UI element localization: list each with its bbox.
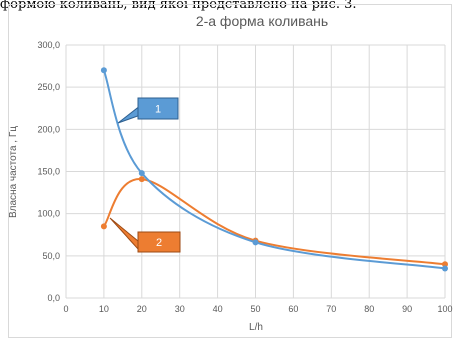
callout-pointer	[117, 106, 139, 124]
document-text-fragment: формою коливань, вид якої представлено н…	[0, 0, 357, 12]
x-tick-label: 80	[364, 304, 374, 314]
chart-title: 2-а форма коливань	[196, 13, 328, 29]
x-tick-label: 50	[250, 304, 260, 314]
y-tick-label: 150,0	[37, 167, 60, 177]
y-tick-label: 50,0	[42, 251, 60, 261]
x-tick-label: 30	[175, 304, 185, 314]
callout-box-series-1	[137, 97, 179, 120]
series-line-2	[103, 178, 446, 266]
series-callouts: 12	[109, 97, 181, 253]
series-lines	[100, 67, 448, 272]
data-point-series-2	[100, 223, 107, 230]
y-tick-labels: 0,0 50,0 100,0 150,0 200,0 250,0 300,0	[37, 40, 60, 303]
callout-box-series-2	[137, 231, 181, 253]
y-tick-label: 300,0	[37, 40, 60, 50]
x-tick-labels: 0 10 20 30 40 50 60 70 80 90 100	[63, 304, 452, 314]
data-point-series-1	[138, 170, 145, 177]
x-tick-label: 60	[288, 304, 298, 314]
x-tick-label: 40	[213, 304, 223, 314]
x-tick-label: 0	[63, 304, 68, 314]
y-tick-label: 250,0	[37, 82, 60, 92]
series-line-1	[102, 69, 446, 270]
y-axis-label: Власна частота , Гц	[8, 126, 19, 218]
data-point-series-1	[442, 265, 448, 272]
chart-area-border	[8, 4, 452, 338]
y-tick-label: 0,0	[47, 293, 60, 303]
x-tick-label: 70	[326, 304, 336, 314]
data-point-series-1	[252, 239, 259, 246]
callout-label: 1	[155, 104, 161, 116]
x-tick-label: 100	[437, 304, 452, 314]
y-tick-label: 200,0	[37, 124, 60, 134]
y-tick-label: 100,0	[37, 209, 60, 219]
x-tick-label: 90	[402, 304, 412, 314]
callout-label: 2	[156, 237, 162, 249]
data-point-series-2	[138, 176, 145, 183]
x-tick-label: 20	[137, 304, 147, 314]
data-point-series-2	[442, 261, 448, 268]
x-tick-label: 10	[99, 304, 109, 314]
data-point-series-1	[100, 67, 107, 74]
x-axis-label: L/h	[249, 322, 263, 333]
callout-pointer	[109, 217, 139, 251]
